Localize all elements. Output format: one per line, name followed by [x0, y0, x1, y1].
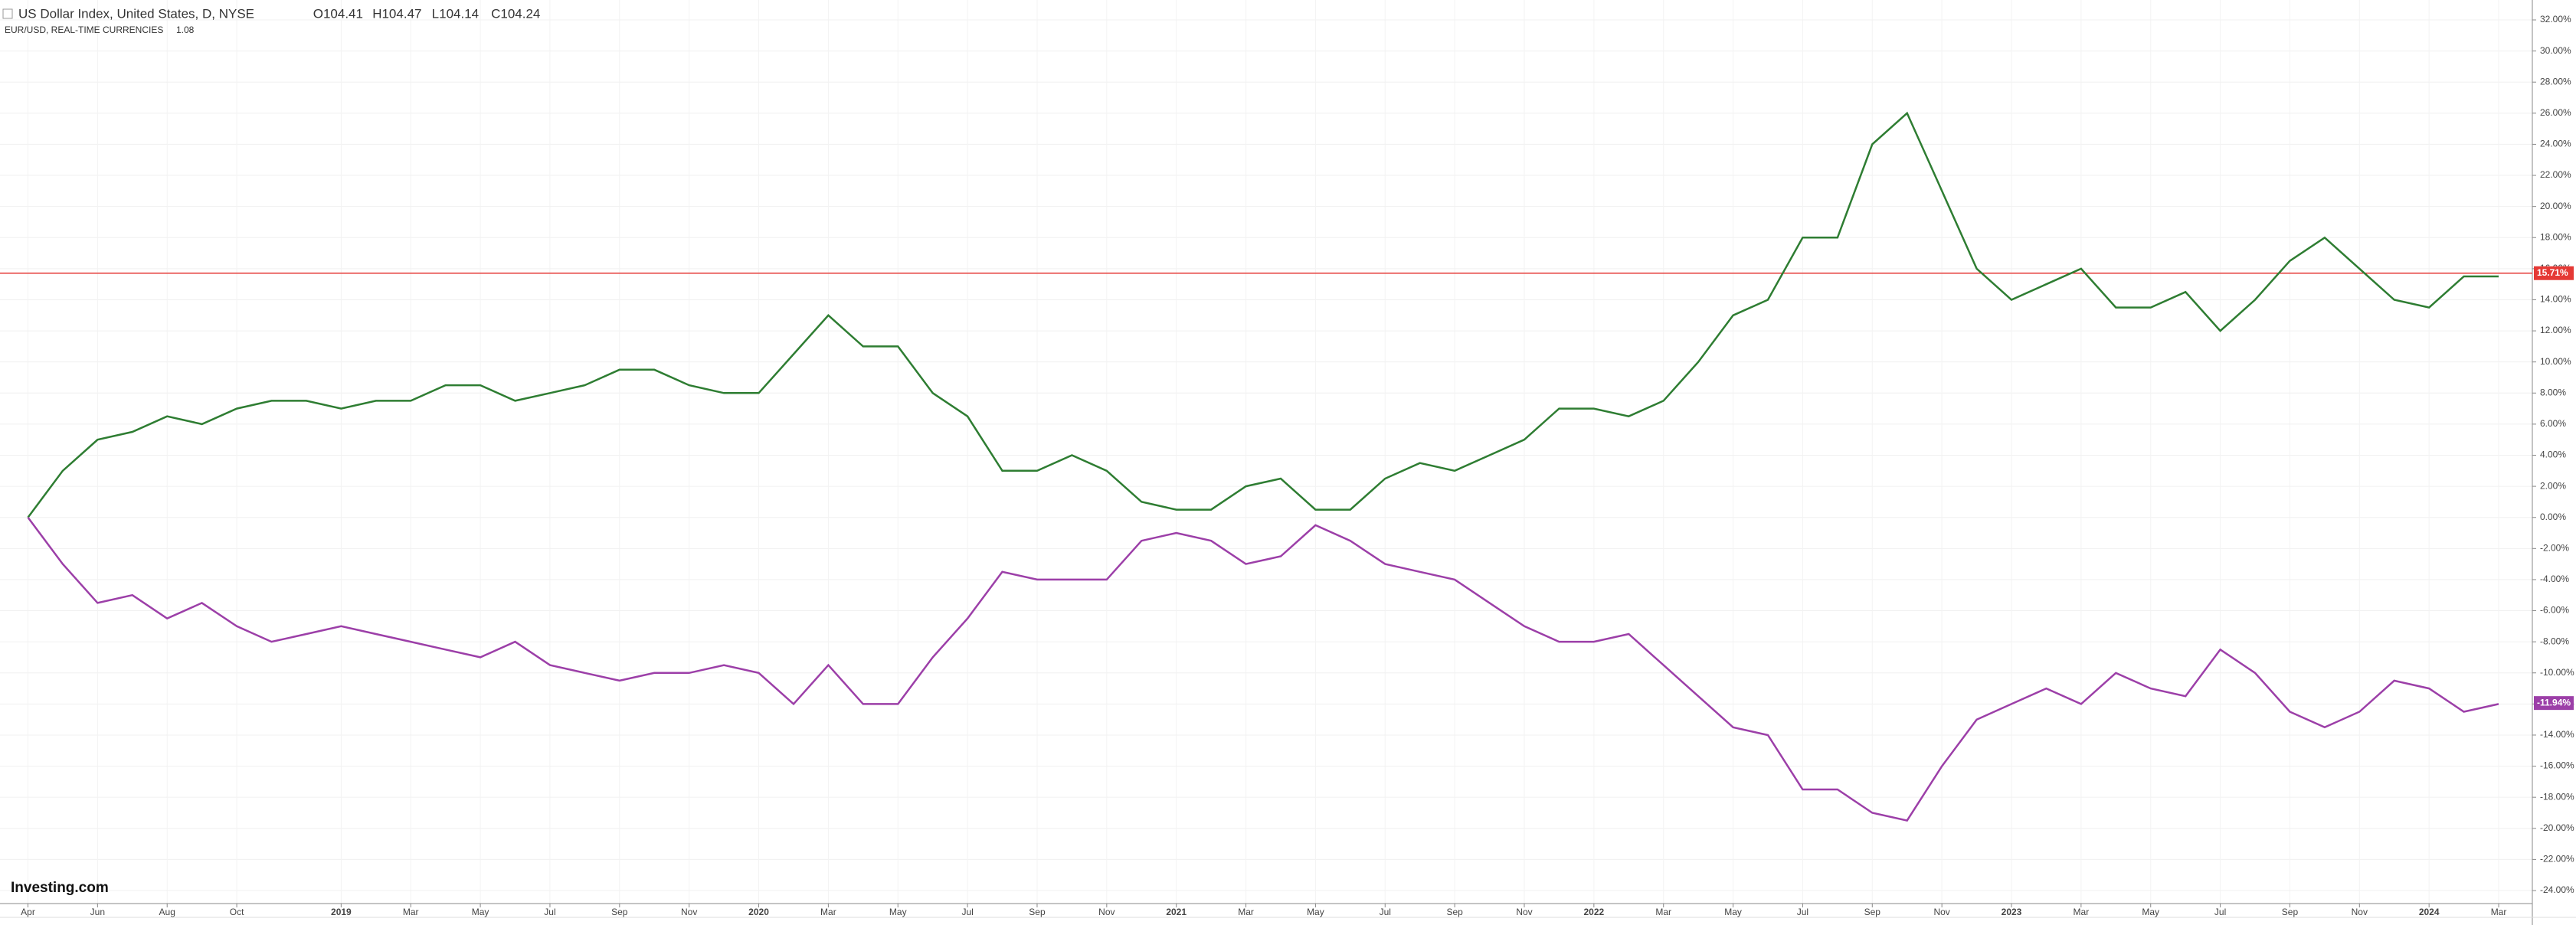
- x-tick-label: Nov: [681, 907, 697, 917]
- x-tick-label: May: [889, 907, 907, 917]
- last-value-box: [2534, 696, 2574, 711]
- series-line: [27, 516, 2499, 822]
- y-tick-label: -6.00%: [2540, 605, 2569, 616]
- y-tick-label: -16.00%: [2540, 760, 2574, 771]
- y-tick-label: 12.00%: [2540, 325, 2571, 335]
- x-tick-label: May: [2142, 907, 2159, 917]
- y-tick-label: 10.00%: [2540, 356, 2571, 367]
- x-tick-label: 2021: [1166, 907, 1187, 917]
- y-tick-label: -10.00%: [2540, 667, 2574, 678]
- grid: [0, 0, 2532, 904]
- x-tick-label: Jul: [544, 907, 555, 917]
- x-tick-label: Nov: [1098, 907, 1115, 917]
- x-tick-label: 2023: [2002, 907, 2022, 917]
- ohlc-value: C104.24: [491, 6, 540, 21]
- y-tick-label: 20.00%: [2540, 201, 2571, 211]
- y-tick-label: -2.00%: [2540, 542, 2569, 553]
- x-tick-label: Sep: [611, 907, 628, 917]
- chart-subtitle: EUR/USD, REAL-TIME CURRENCIES: [5, 25, 163, 35]
- y-tick-label: -14.00%: [2540, 729, 2574, 740]
- y-tick-label: 26.00%: [2540, 107, 2571, 118]
- y-tick-label: 18.00%: [2540, 231, 2571, 242]
- x-tick-label: Nov: [2352, 907, 2368, 917]
- y-tick-label: 24.00%: [2540, 139, 2571, 149]
- y-tick-label: 28.00%: [2540, 76, 2571, 87]
- x-tick-label: Sep: [1864, 907, 1881, 917]
- x-tick-label: Nov: [1516, 907, 1532, 917]
- y-tick-label: 6.00%: [2540, 418, 2566, 429]
- x-tick-label: 2022: [1583, 907, 1604, 917]
- x-tick-label: 2020: [748, 907, 769, 917]
- ohlc-value: H104.47: [372, 6, 421, 21]
- last-value-box: [2534, 266, 2574, 280]
- x-tick-label: May: [1724, 907, 1742, 917]
- x-tick-label: Jul: [1797, 907, 1808, 917]
- x-tick-label: 2024: [2419, 907, 2440, 917]
- x-tick-label: Nov: [1933, 907, 1949, 917]
- series-line: [27, 111, 2499, 518]
- y-tick-label: -22.00%: [2540, 854, 2574, 865]
- ohlc-value: O104.41: [313, 6, 363, 21]
- x-tick-label: Jun: [90, 907, 105, 917]
- x-tick-label: 2019: [331, 907, 352, 917]
- y-tick-label: 14.00%: [2540, 294, 2571, 305]
- y-tick-label: 32.00%: [2540, 14, 2571, 25]
- y-tick-label: 0.00%: [2540, 512, 2566, 522]
- x-tick-label: Sep: [1029, 907, 1046, 917]
- x-tick-label: May: [1307, 907, 1324, 917]
- y-tick-label: -8.00%: [2540, 636, 2569, 646]
- x-tick-label: Sep: [2282, 907, 2299, 917]
- x-tick-label: Sep: [1446, 907, 1463, 917]
- x-tick-label: Mar: [1655, 907, 1671, 917]
- x-tick-label: Mar: [2074, 907, 2090, 917]
- x-tick-label: Mar: [820, 907, 836, 917]
- x-tick-label: Mar: [1238, 907, 1254, 917]
- y-tick-label: 22.00%: [2540, 169, 2571, 180]
- y-tick-label: 30.00%: [2540, 45, 2571, 56]
- x-tick-label: Jul: [961, 907, 973, 917]
- collapse-icon[interactable]: [2, 8, 13, 19]
- subtitle-value: 1.08: [176, 25, 195, 35]
- y-tick-label: 8.00%: [2540, 387, 2566, 397]
- y-tick-label: -18.00%: [2540, 791, 2574, 802]
- x-tick-label: May: [472, 907, 489, 917]
- y-tick-label: -24.00%: [2540, 884, 2574, 895]
- x-tick-label: Aug: [159, 907, 175, 917]
- x-tick-label: Oct: [230, 907, 244, 917]
- y-tick-label: -4.00%: [2540, 574, 2569, 584]
- y-tick-label: -20.00%: [2540, 822, 2574, 833]
- chart-title: US Dollar Index, United States, D, NYSE: [18, 6, 254, 21]
- x-tick-label: Apr: [21, 907, 35, 917]
- x-tick-label: Jul: [1380, 907, 1391, 917]
- ohlc-value: L104.14: [432, 6, 479, 21]
- last-value-label: -11.94%: [2537, 697, 2571, 708]
- last-value-label: 15.71%: [2537, 267, 2568, 278]
- y-tick-label: 2.00%: [2540, 480, 2566, 491]
- logo: Investing.com: [11, 880, 109, 896]
- x-tick-label: Mar: [403, 907, 419, 917]
- y-tick-label: 4.00%: [2540, 449, 2566, 460]
- x-tick-label: Mar: [2491, 907, 2507, 917]
- x-tick-label: Jul: [2214, 907, 2226, 917]
